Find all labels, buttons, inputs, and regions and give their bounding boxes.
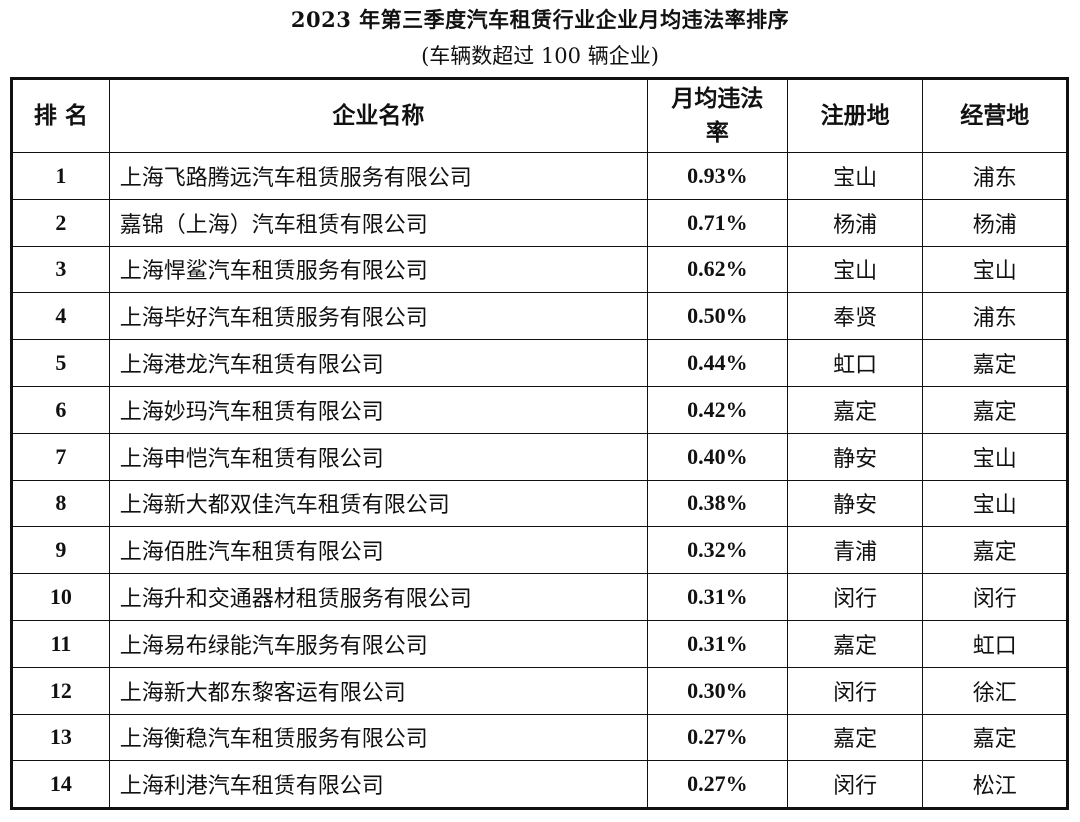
cell-rate: 0.31%	[646, 619, 788, 668]
cell-operating: 宝山	[922, 245, 1068, 294]
cell-name: 上海新大都双佳汽车租赁有限公司	[108, 479, 648, 528]
cell-operating: 浦东	[922, 152, 1068, 200]
header-violation-rate-text: 月均违法率	[671, 86, 764, 146]
cell-rank: 8	[11, 479, 110, 528]
cell-rate: 0.31%	[646, 573, 788, 621]
table-row: 11 上海易布绿能汽车服务有限公司 0.31% 嘉定 虹口	[11, 619, 1068, 668]
table-row: 6 上海妙玛汽车租赁有限公司 0.42% 嘉定 嘉定	[11, 385, 1068, 434]
cell-registered: 静安	[786, 432, 924, 481]
cell-name: 上海利港汽车租赁有限公司	[108, 760, 648, 810]
cell-operating: 嘉定	[922, 339, 1068, 387]
cell-name: 上海妙玛汽车租赁有限公司	[108, 385, 648, 434]
cell-registered: 嘉定	[786, 385, 924, 434]
table-row: 5 上海港龙汽车租赁有限公司 0.44% 虹口 嘉定	[11, 339, 1068, 387]
table-header-row: 排 名 企业名称 月均违法率 注册地 经营地	[11, 78, 1068, 153]
cell-rank: 13	[11, 713, 110, 762]
table-row: 8 上海新大都双佳汽车租赁有限公司 0.38% 静安 宝山	[11, 479, 1068, 528]
cell-rank: 7	[11, 432, 110, 481]
header-rank: 排 名	[11, 78, 110, 153]
cell-registered: 闵行	[786, 666, 924, 715]
cell-rank: 4	[11, 292, 110, 341]
cell-rank: 3	[11, 245, 110, 294]
table-row: 9 上海佰胜汽车租赁有限公司 0.32% 青浦 嘉定	[11, 526, 1068, 575]
cell-registered: 奉贤	[786, 292, 924, 341]
cell-rate: 0.44%	[646, 339, 788, 387]
table-row: 1 上海飞路腾远汽车租赁服务有限公司 0.93% 宝山 浦东	[11, 152, 1068, 200]
header-violation-rate: 月均违法率	[646, 78, 788, 153]
cell-operating: 宝山	[922, 432, 1068, 481]
cell-operating: 嘉定	[922, 713, 1068, 762]
cell-rate: 0.27%	[646, 713, 788, 762]
cell-rank: 5	[11, 339, 110, 387]
cell-rate: 0.30%	[646, 666, 788, 715]
header-registered-location: 注册地	[786, 78, 924, 153]
cell-rank: 10	[11, 573, 110, 621]
cell-name: 上海飞路腾远汽车租赁服务有限公司	[108, 152, 648, 200]
cell-rank: 9	[11, 526, 110, 575]
cell-registered: 闵行	[786, 760, 924, 810]
cell-rate: 0.42%	[646, 385, 788, 434]
cell-name: 嘉锦（上海）汽车租赁有限公司	[108, 198, 648, 247]
cell-operating: 松江	[922, 760, 1068, 810]
cell-rank: 11	[11, 619, 110, 668]
cell-operating: 嘉定	[922, 526, 1068, 575]
table-row: 14 上海利港汽车租赁有限公司 0.27% 闵行 松江	[11, 760, 1068, 810]
table-row: 10 上海升和交通器材租赁服务有限公司 0.31% 闵行 闵行	[11, 573, 1068, 621]
cell-name: 上海申恺汽车租赁有限公司	[108, 432, 648, 481]
cell-name: 上海佰胜汽车租赁有限公司	[108, 526, 648, 575]
cell-rate: 0.93%	[646, 152, 788, 200]
cell-name: 上海悍鲨汽车租赁服务有限公司	[108, 245, 648, 294]
table-row: 13 上海衡稳汽车租赁服务有限公司 0.27% 嘉定 嘉定	[11, 713, 1068, 762]
cell-registered: 杨浦	[786, 198, 924, 247]
ranking-table: 排 名 企业名称 月均违法率 注册地 经营地 1 上海飞路腾远汽车租赁服务有限公司…	[10, 77, 1069, 811]
cell-rate: 0.27%	[646, 760, 788, 810]
cell-registered: 青浦	[786, 526, 924, 575]
cell-name: 上海衡稳汽车租赁服务有限公司	[108, 713, 648, 762]
cell-rank: 1	[11, 152, 110, 200]
cell-registered: 虹口	[786, 339, 924, 387]
cell-registered: 静安	[786, 479, 924, 528]
cell-rank: 2	[11, 198, 110, 247]
cell-rate: 0.40%	[646, 432, 788, 481]
cell-name: 上海毕好汽车租赁服务有限公司	[108, 292, 648, 341]
cell-registered: 宝山	[786, 245, 924, 294]
cell-rank: 6	[11, 385, 110, 434]
cell-operating: 杨浦	[922, 198, 1068, 247]
cell-name: 上海升和交通器材租赁服务有限公司	[108, 573, 648, 621]
document-subtitle: (车辆数超过 100 辆企业)	[421, 44, 659, 68]
header-company-name: 企业名称	[108, 78, 648, 153]
cell-operating: 虹口	[922, 619, 1068, 668]
cell-operating: 浦东	[922, 292, 1068, 341]
cell-rate: 0.71%	[646, 198, 788, 247]
cell-rate: 0.62%	[646, 245, 788, 294]
table-row: 3 上海悍鲨汽车租赁服务有限公司 0.62% 宝山 宝山	[11, 245, 1068, 294]
table-row: 7 上海申恺汽车租赁有限公司 0.40% 静安 宝山	[11, 432, 1068, 481]
table-row: 2 嘉锦（上海）汽车租赁有限公司 0.71% 杨浦 杨浦	[11, 198, 1068, 247]
cell-name: 上海易布绿能汽车服务有限公司	[108, 619, 648, 668]
cell-operating: 徐汇	[922, 666, 1068, 715]
cell-registered: 闵行	[786, 573, 924, 621]
table-row: 4 上海毕好汽车租赁服务有限公司 0.50% 奉贤 浦东	[11, 292, 1068, 341]
header-operating-location: 经营地	[922, 78, 1068, 153]
cell-name: 上海新大都东黎客运有限公司	[108, 666, 648, 715]
cell-registered: 嘉定	[786, 713, 924, 762]
cell-name: 上海港龙汽车租赁有限公司	[108, 339, 648, 387]
cell-operating: 闵行	[922, 573, 1068, 621]
table-row: 12 上海新大都东黎客运有限公司 0.30% 闵行 徐汇	[11, 666, 1068, 715]
cell-rate: 0.32%	[646, 526, 788, 575]
cell-registered: 嘉定	[786, 619, 924, 668]
document-title: 2023 年第三季度汽车租赁行业企业月均违法率排序	[290, 7, 790, 32]
cell-rank: 12	[11, 666, 110, 715]
cell-registered: 宝山	[786, 152, 924, 200]
cell-rate: 0.38%	[646, 479, 788, 528]
cell-rate: 0.50%	[646, 292, 788, 341]
cell-rank: 14	[11, 760, 110, 810]
cell-operating: 宝山	[922, 479, 1068, 528]
cell-operating: 嘉定	[922, 385, 1068, 434]
